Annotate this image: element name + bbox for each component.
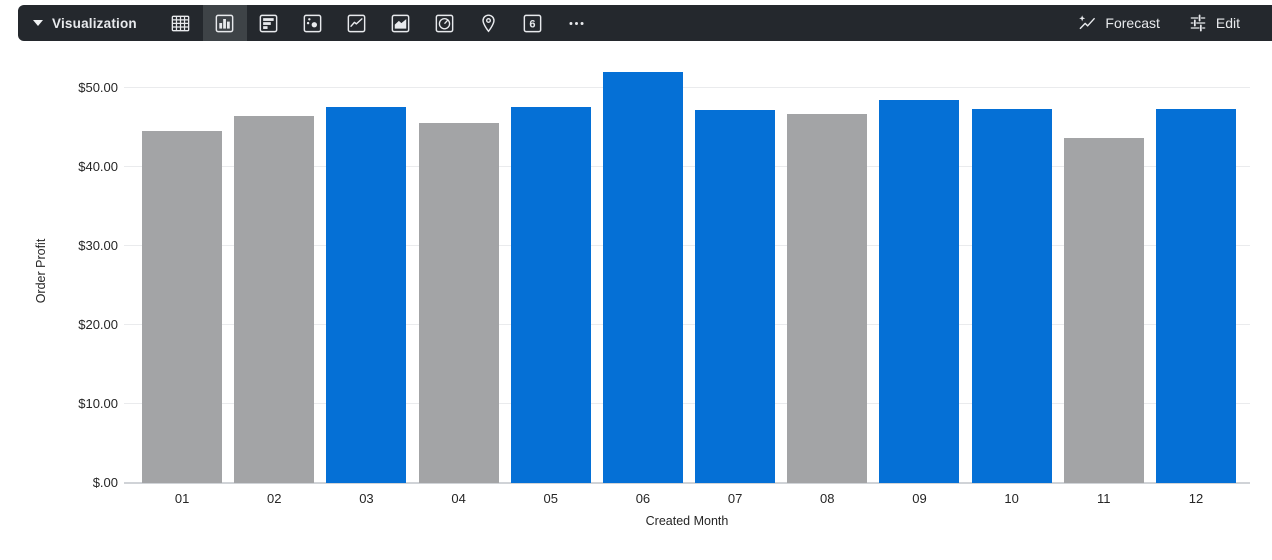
- x-tick-label: 08: [820, 491, 835, 506]
- bar-01[interactable]: [142, 130, 223, 483]
- bar-slot: [136, 60, 228, 483]
- line-chart-viz-button[interactable]: [335, 5, 379, 41]
- bar-slot: [228, 60, 320, 483]
- line-chart-icon: [348, 14, 366, 32]
- x-tick-label: 11: [1097, 491, 1111, 506]
- table-icon: [172, 15, 190, 31]
- gridline: [124, 324, 1250, 325]
- column-chart-icon: [216, 14, 234, 32]
- bar-11[interactable]: [1063, 137, 1144, 483]
- bar-slot: [781, 60, 873, 483]
- bar-05[interactable]: [510, 106, 591, 483]
- bar-06[interactable]: [602, 72, 683, 483]
- bar-slot: [413, 60, 505, 483]
- pie-chart-viz-button[interactable]: [423, 5, 467, 41]
- edit-label: Edit: [1215, 15, 1240, 31]
- visualization-toolbar: Visualization 6 Forecast: [18, 5, 1272, 41]
- bar-chart-viz-button[interactable]: [247, 5, 291, 41]
- y-tick-label: $20.00: [78, 317, 118, 332]
- bar-07[interactable]: [695, 110, 776, 483]
- bar-slot: [966, 60, 1058, 483]
- area-chart-icon: [392, 14, 410, 32]
- x-tick-label: 01: [174, 491, 190, 506]
- y-tick-label: $.00: [92, 475, 118, 490]
- x-axis: 01 02 03 04 05 06 07 08 09 10 11 12: [136, 491, 1242, 506]
- bar-08[interactable]: [787, 114, 868, 483]
- forecast-label: Forecast: [1105, 15, 1160, 31]
- x-axis-line: [124, 482, 1250, 484]
- bar-slot: [597, 60, 689, 483]
- y-tick-label: $40.00: [78, 159, 118, 174]
- chart-type-selector: 6: [159, 5, 599, 41]
- bar-slot: [689, 60, 781, 483]
- bar-12[interactable]: [1155, 109, 1236, 483]
- chevron-down-icon: [33, 20, 43, 26]
- column-chart-viz-button[interactable]: [202, 5, 247, 41]
- scatter-chart-viz-button[interactable]: [291, 5, 335, 41]
- x-tick-label: 12: [1188, 491, 1204, 506]
- bar-slot: [505, 60, 597, 483]
- toolbar-title: Visualization: [52, 15, 137, 31]
- scatter-chart-icon: [304, 14, 322, 32]
- bar-10[interactable]: [971, 109, 1052, 483]
- y-tick-label: $50.00: [78, 80, 118, 95]
- x-tick-label: 10: [1004, 491, 1019, 506]
- table-viz-button[interactable]: [159, 5, 203, 41]
- bar-slot: [1150, 60, 1242, 483]
- gridline: [124, 245, 1250, 246]
- tune-icon: [1190, 14, 1206, 32]
- x-tick-label: 09: [912, 491, 927, 506]
- x-tick-label: 06: [635, 491, 651, 506]
- more-viz-button[interactable]: [555, 5, 599, 41]
- x-tick-label: 03: [359, 491, 374, 506]
- more-icon: [569, 21, 584, 25]
- x-tick-label: 05: [543, 491, 558, 506]
- pie-chart-icon: [436, 14, 454, 32]
- y-tick-label: $10.00: [78, 396, 118, 411]
- visualization-dropdown[interactable]: Visualization: [18, 5, 153, 41]
- bar-slot: [1058, 60, 1150, 483]
- edit-button[interactable]: Edit: [1182, 9, 1246, 37]
- map-pin-viz-button[interactable]: [467, 5, 511, 41]
- x-tick-label: 07: [727, 491, 743, 506]
- svg-text:6: 6: [530, 18, 536, 30]
- gridline: [124, 87, 1250, 88]
- x-tick-label: 02: [267, 491, 282, 506]
- bar-slot: [873, 60, 965, 483]
- bar-chart-icon: [260, 14, 278, 32]
- bar-chart: Order Profit $.00 $10.00 $20.00 $30.00 $40.0…: [0, 46, 1272, 560]
- bars-container: [136, 60, 1242, 483]
- plot-area: [124, 60, 1250, 484]
- forecast-icon: [1079, 15, 1096, 30]
- x-tick-label: 04: [451, 491, 466, 506]
- gridline: [124, 166, 1250, 167]
- bar-03[interactable]: [326, 106, 407, 483]
- area-chart-viz-button[interactable]: [379, 5, 423, 41]
- map-pin-icon: [482, 13, 496, 32]
- bar-04[interactable]: [418, 122, 499, 483]
- gridline: [124, 403, 1250, 404]
- single-value-viz-button[interactable]: 6: [511, 5, 555, 41]
- toolbar-actions: Forecast Edit: [1071, 9, 1272, 37]
- forecast-button[interactable]: Forecast: [1071, 9, 1165, 37]
- bar-09[interactable]: [879, 99, 960, 483]
- x-axis-title: Created Month: [645, 514, 729, 528]
- y-tick-label: $30.00: [78, 238, 118, 253]
- bar-slot: [320, 60, 412, 483]
- bar-02[interactable]: [234, 115, 315, 483]
- single-value-icon: 6: [524, 14, 542, 32]
